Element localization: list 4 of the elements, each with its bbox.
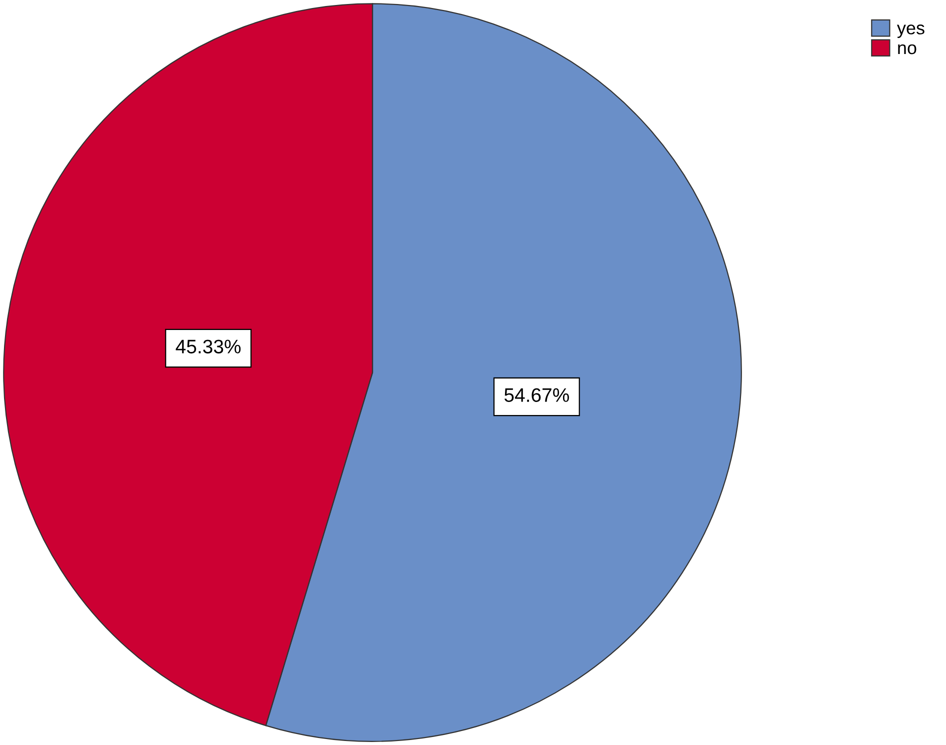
data-label: 54.67% (504, 388, 569, 402)
legend-label: no (898, 44, 916, 54)
data-label: 45.33% (176, 340, 241, 354)
legend-label: yes (896, 24, 924, 38)
